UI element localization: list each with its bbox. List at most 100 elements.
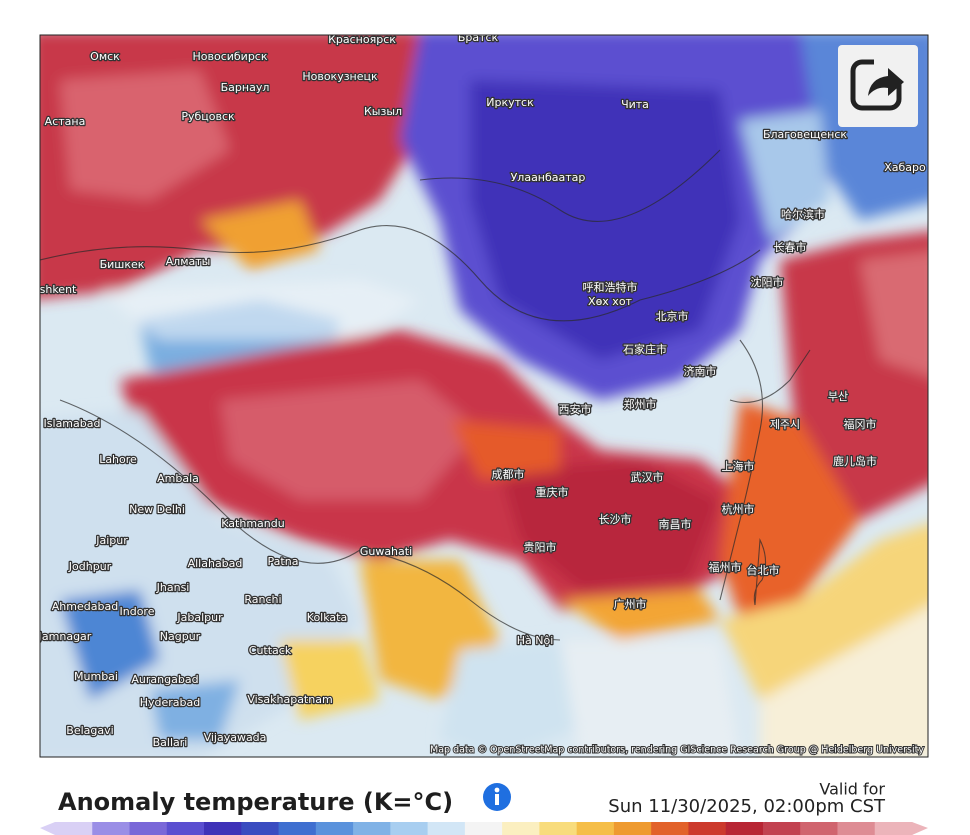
colorbar-swatch — [502, 822, 540, 835]
city-label: Ranchi — [244, 593, 281, 606]
city-label: Хабаро — [884, 161, 926, 174]
city-label: Allahabad — [188, 557, 243, 570]
colorbar-swatch — [688, 822, 727, 835]
colorbar-swatch — [651, 822, 689, 835]
city-label: Kathmandu — [221, 517, 284, 530]
city-label: Чита — [621, 98, 649, 111]
colorbar-swatch — [837, 822, 876, 835]
city-label: 石家庄市 — [623, 342, 667, 356]
colorbar-swatch — [539, 822, 578, 835]
city-label: Кызыл — [364, 105, 402, 118]
city-label: 长沙市 — [599, 512, 632, 526]
colorbar-swatch — [129, 822, 168, 835]
colorbar-end — [912, 822, 928, 835]
city-label: Улаанбаатар — [511, 171, 586, 184]
colorbar-swatch — [55, 822, 93, 835]
colorbar-swatch — [278, 822, 317, 835]
city-label: Рубцовск — [181, 110, 235, 123]
city-label: Алматы — [166, 255, 211, 268]
colorbar-swatch — [353, 822, 391, 835]
attribution: Map data © OpenStreetMap contributors, r… — [430, 745, 924, 756]
info-button[interactable] — [483, 783, 511, 811]
city-label: 郑州市 — [624, 397, 657, 411]
city-label: Новосибирск — [192, 50, 267, 63]
city-label: New Delhi — [129, 503, 185, 516]
city-label: Ambala — [157, 472, 199, 485]
city-label: Kolkata — [307, 611, 347, 624]
map-frame — [39, 34, 929, 758]
city-label: Jodhpur — [68, 560, 112, 573]
map: Омск Новосибирск Красноярск Братск Барнаул Но… — [38, 31, 928, 757]
city-label: Jaipur — [95, 534, 128, 547]
city-label: 成都市 — [492, 467, 525, 481]
city-label: 台北市 — [747, 563, 780, 577]
city-label: Благовещенск — [763, 128, 847, 141]
city-label: Астана — [45, 115, 86, 128]
city-label: shkent — [40, 283, 77, 296]
city-label: Patna — [268, 555, 299, 568]
colorbar-swatch — [762, 822, 801, 835]
city-label: 济南市 — [684, 364, 717, 378]
city-label: Ahmedabad — [52, 600, 118, 613]
anomaly-field — [40, 35, 928, 757]
city-label: Mumbai — [74, 670, 118, 683]
city-label: Indore — [120, 605, 155, 618]
city-labels: Омск Новосибирск Красноярск Братск Барнаул Но… — [38, 31, 927, 750]
city-label: 福冈市 — [844, 417, 877, 431]
city-label: Nagpur — [160, 630, 201, 643]
colorbar-swatch — [800, 822, 838, 835]
city-label: 重庆市 — [536, 485, 569, 499]
colorbar-end — [40, 822, 55, 835]
city-label: Hyderabad — [140, 696, 201, 709]
city-label: Бишкек — [100, 258, 145, 271]
colorbar — [40, 822, 928, 835]
city-label: Иркутск — [486, 96, 534, 109]
city-label: 杭州市 — [722, 502, 755, 516]
city-label: 제주시 — [770, 418, 800, 431]
city-label: 广州市 — [614, 597, 647, 611]
city-label: 西安市 — [559, 402, 592, 416]
colorbar-swatch — [92, 822, 131, 835]
city-label: 哈尔滨市 — [781, 207, 825, 221]
city-label: 南昌市 — [659, 517, 692, 531]
city-label: 沈阳市 — [751, 275, 784, 289]
colorbar-swatch — [315, 822, 354, 835]
city-label: Cuttack — [249, 644, 292, 657]
valid-time: Sun 11/30/2025, 02:00pm CST — [608, 796, 886, 817]
city-label: 부산 — [828, 390, 848, 403]
share-button[interactable] — [838, 45, 918, 127]
colorbar-swatch — [613, 822, 652, 835]
city-label: Ballari — [153, 736, 188, 749]
city-label: 长春市 — [774, 240, 807, 254]
city-label: Lahore — [99, 453, 137, 466]
city-label: Guwahati — [360, 545, 412, 558]
city-label: Братск — [458, 31, 499, 44]
city-label: 贵阳市 — [524, 540, 557, 554]
colorbar-swatch — [241, 822, 280, 835]
city-label: Jamnagar — [38, 630, 92, 643]
colorbar-swatch — [166, 822, 205, 835]
city-label: Красноярск — [328, 33, 396, 46]
colorbar-swatch — [390, 822, 429, 835]
city-label: Islamabad — [44, 417, 101, 430]
city-label: Hà Nội — [517, 634, 554, 647]
city-label: 武汉市 — [631, 470, 664, 484]
city-label: Jabalpur — [176, 611, 223, 624]
city-label: 北京市 — [656, 309, 689, 323]
city-label: Барнаул — [221, 81, 270, 94]
city-label: 福州市 — [709, 560, 742, 574]
colorbar-swatch — [464, 822, 503, 835]
colorbar-swatch — [427, 822, 466, 835]
borders — [40, 149, 811, 641]
city-label: Новокузнецк — [302, 70, 378, 83]
colorbar-swatch — [874, 822, 913, 835]
legend-title: Anomaly temperature (K=°C) — [58, 788, 453, 816]
colorbar-swatch — [204, 822, 242, 835]
city-label: Vijayawada — [204, 731, 267, 744]
city-label: Belagavi — [66, 724, 113, 737]
city-label: Visakhapatnam — [247, 693, 332, 706]
city-label: Aurangabad — [131, 673, 198, 686]
valid-for-label: Valid for — [819, 780, 885, 799]
city-label: Омск — [90, 50, 120, 63]
